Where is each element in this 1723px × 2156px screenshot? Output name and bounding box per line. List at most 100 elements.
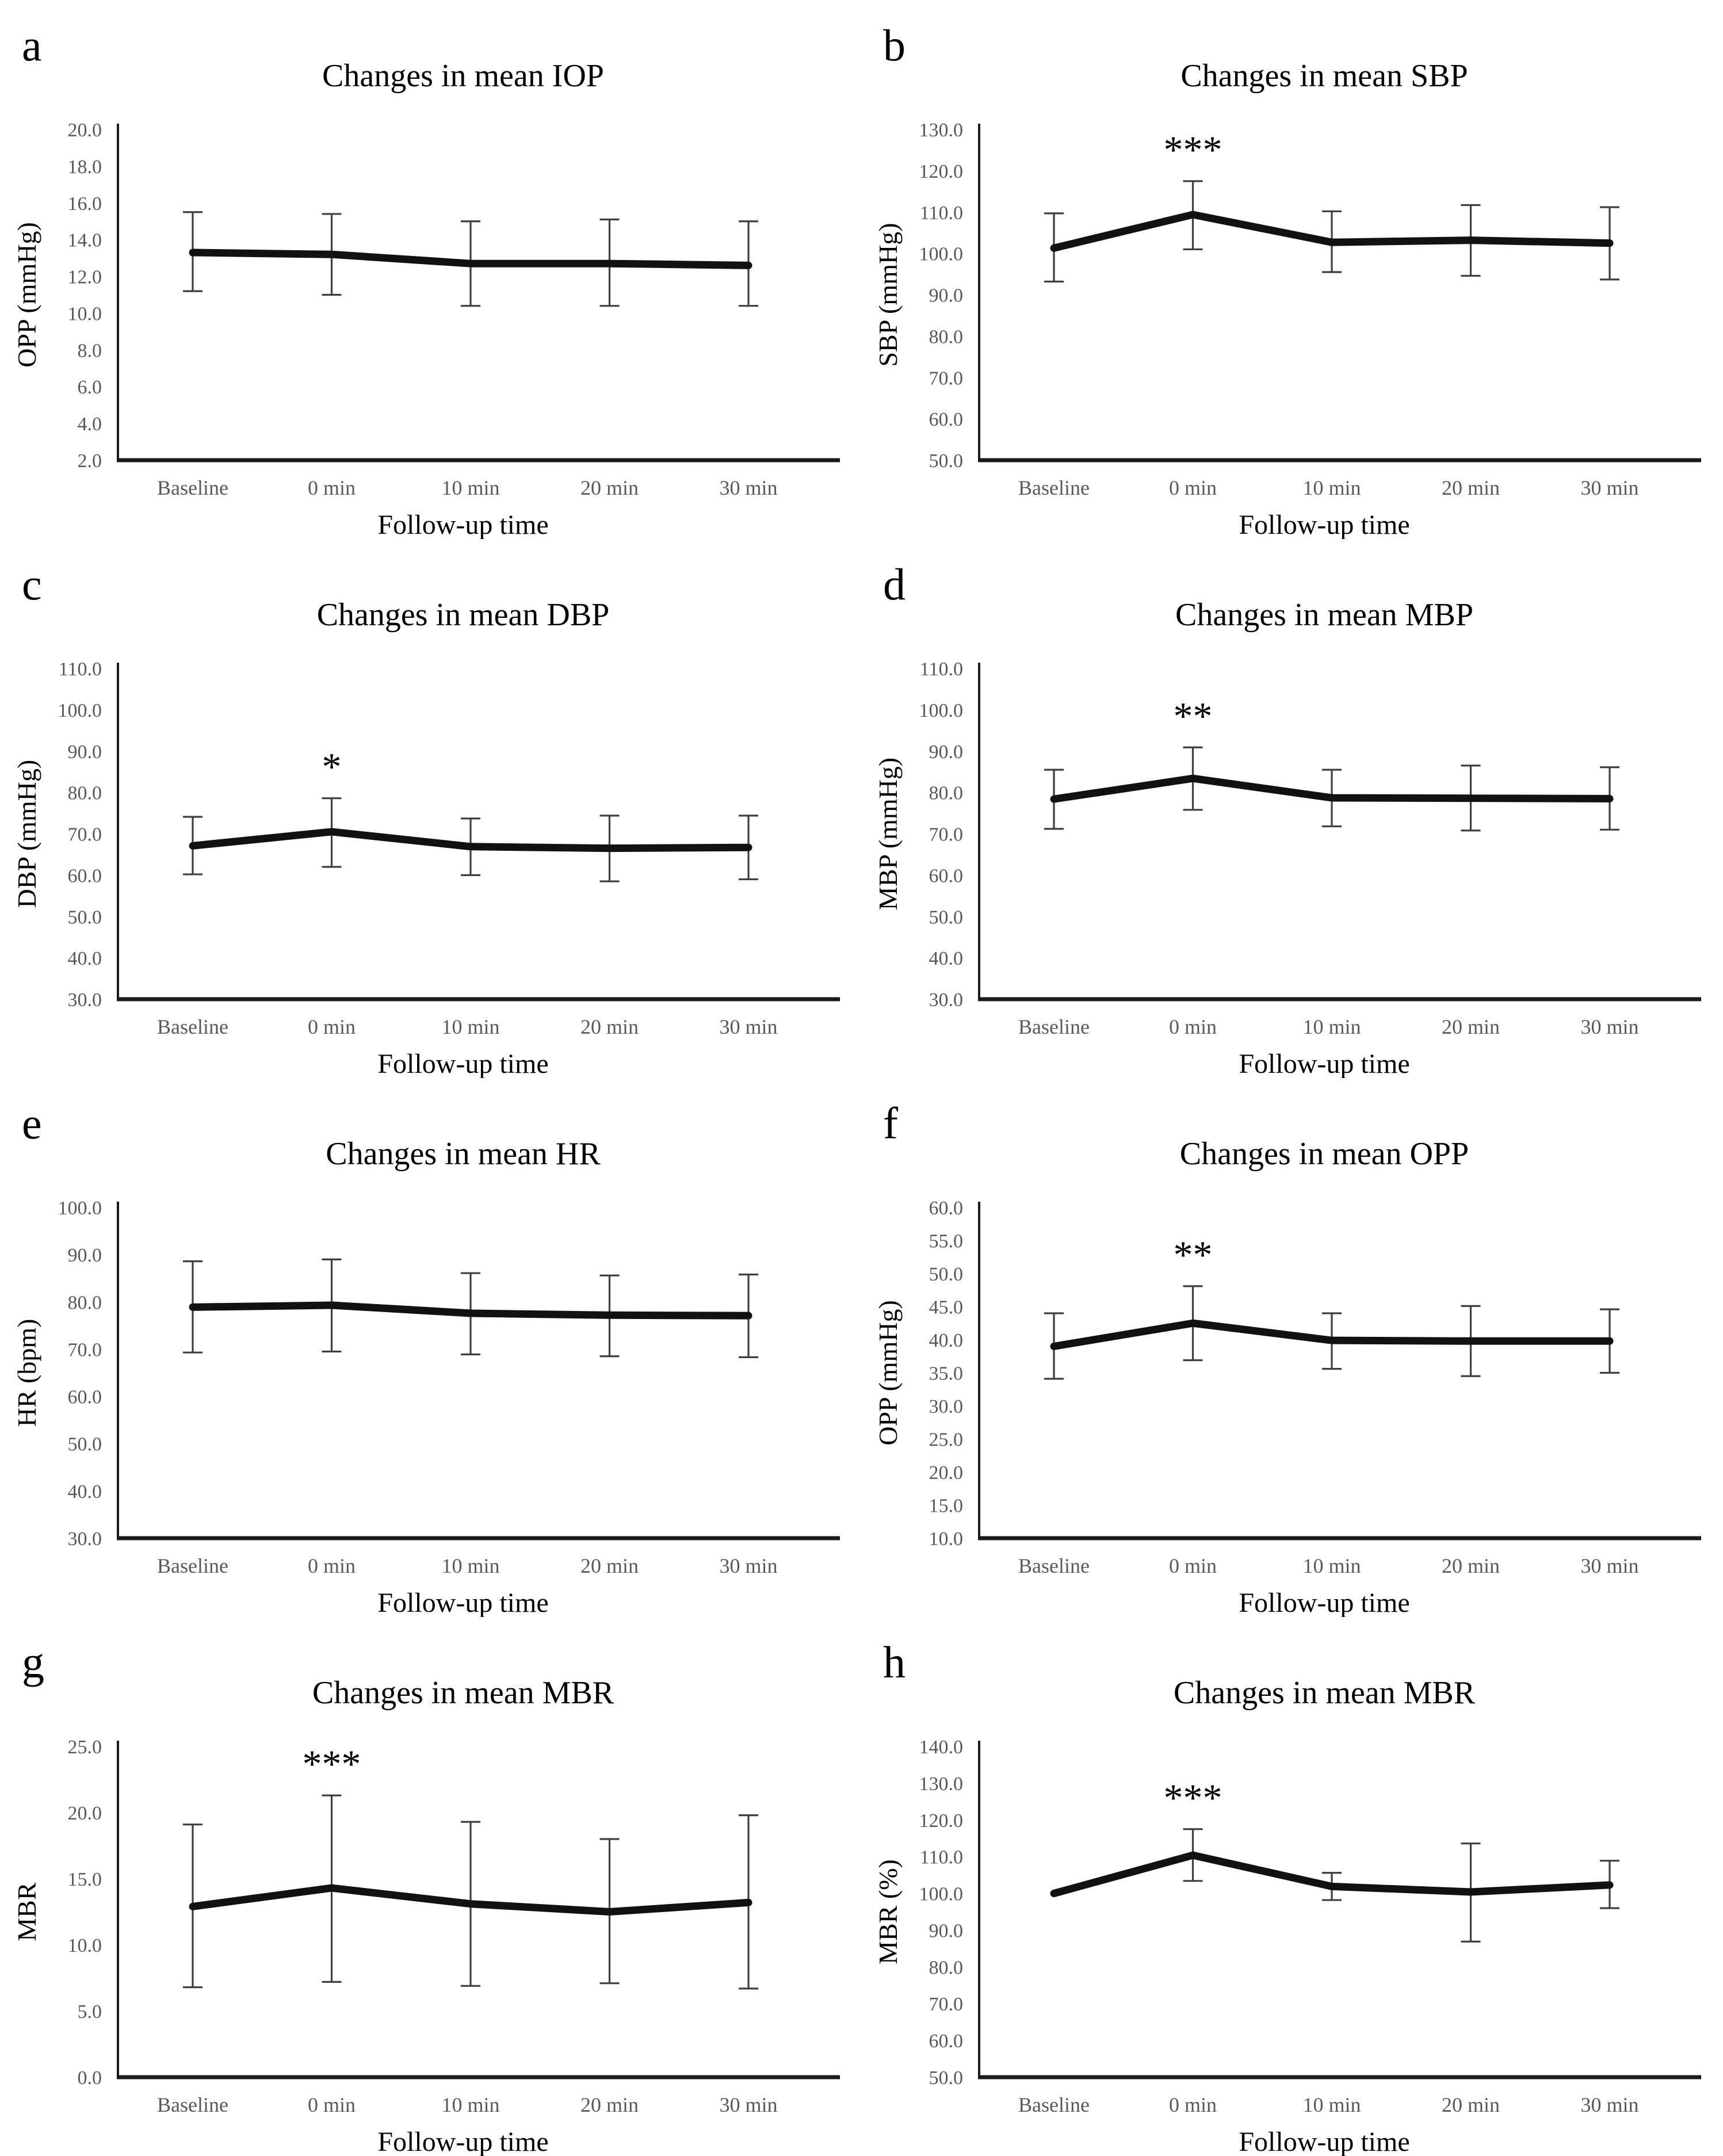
y-tick-label: 100.0 — [58, 700, 102, 721]
y-tick-label: 8.0 — [78, 340, 102, 361]
y-tick-label: 18.0 — [68, 156, 102, 178]
y-axis-label: MBR (%) — [873, 1859, 903, 1964]
significance-marker: ** — [1174, 694, 1213, 737]
x-category-label: 30 min — [1580, 1015, 1638, 1038]
y-tick-label: 2.0 — [78, 450, 102, 472]
y-tick-label: 80.0 — [68, 1292, 102, 1313]
x-category-label: Baseline — [157, 1554, 228, 1577]
y-tick-label: 55.0 — [929, 1231, 964, 1252]
y-tick-label: 60.0 — [929, 2031, 964, 2052]
x-category-label: 10 min — [441, 476, 499, 499]
x-category-label: 30 min — [719, 2093, 777, 2116]
x-category-label: 30 min — [719, 1554, 777, 1577]
y-tick-label: 120.0 — [919, 161, 964, 182]
x-category-label: 30 min — [1580, 1554, 1638, 1577]
x-category-label: Baseline — [1018, 1015, 1090, 1038]
y-tick-label: 40.0 — [68, 948, 102, 969]
data-line — [189, 828, 752, 853]
y-tick-label: 50.0 — [68, 1434, 102, 1455]
x-axis-label: Follow-up time — [377, 1049, 548, 1078]
x-axis-label: Follow-up time — [377, 510, 548, 539]
panel-letter: f — [883, 1098, 898, 1148]
y-tick-label: 90.0 — [68, 741, 102, 763]
y-tick-label: 60.0 — [929, 865, 964, 886]
y-tick-label: 10.0 — [68, 1935, 102, 1956]
y-tick-label: 130.0 — [919, 120, 964, 141]
data-line — [1050, 1319, 1614, 1350]
significance-marker: *** — [303, 1742, 361, 1786]
significance-marker: *** — [1164, 128, 1222, 171]
x-category-label: 10 min — [441, 1015, 499, 1038]
y-tick-label: 40.0 — [929, 1330, 964, 1351]
x-category-label: 10 min — [1302, 1554, 1361, 1577]
y-tick-label: 60.0 — [68, 865, 102, 886]
chart-title: Changes in mean IOP — [322, 58, 604, 94]
y-axis-label: DBP (mmHg) — [12, 760, 41, 908]
y-tick-label: 60.0 — [929, 1198, 964, 1219]
y-tick-label: 100.0 — [58, 1198, 102, 1219]
y-tick-label: 25.0 — [68, 1737, 102, 1758]
chart-canvas-c: c Changes in mean DBP 30.0 40.0 50.0 60.0 70.0… — [12, 559, 840, 1078]
x-category-label: 30 min — [1580, 476, 1638, 499]
y-tick-label: 30.0 — [68, 1528, 102, 1550]
chart-canvas-a: a Changes in mean IOP 2.0 4.0 6.0 8.0 10.0 12.0… — [12, 20, 840, 539]
y-tick-label: 120.0 — [919, 1810, 964, 1832]
y-tick-label: 14.0 — [68, 230, 102, 251]
chart-canvas-h: h Changes in mean MBR 50.0 60.0 70.0 80.0 90.0… — [873, 1637, 1701, 2156]
chart-canvas-b: b Changes in mean SBP 50.0 60.0 70.0 80.0 90.0… — [873, 20, 1701, 539]
chart-canvas-d: d Changes in mean MBP 30.0 40.0 50.0 60.0 70.0… — [873, 559, 1701, 1078]
y-tick-label: 35.0 — [929, 1363, 964, 1385]
y-tick-label: 90.0 — [68, 1245, 102, 1266]
y-tick-label: 80.0 — [929, 326, 964, 347]
significance-marker: *** — [1164, 1776, 1222, 1819]
y-tick-label: 70.0 — [929, 368, 964, 389]
panel-b: b Changes in mean SBP 50.0 60.0 70.0 80.0 90.0… — [861, 0, 1722, 539]
y-axis-label: SBP (mmHg) — [873, 223, 903, 366]
chart-title: Changes in mean MBR — [1174, 1675, 1476, 1711]
x-category-label: Baseline — [1018, 1554, 1090, 1577]
panel-letter: e — [22, 1098, 42, 1148]
x-category-label: 0 min — [308, 476, 356, 499]
y-tick-label: 80.0 — [929, 1957, 964, 1978]
x-category-label: 20 min — [580, 2093, 639, 2116]
x-category-label: Baseline — [157, 476, 228, 499]
y-tick-label: 100.0 — [919, 700, 964, 721]
x-category-label: Baseline — [157, 1015, 228, 1038]
y-tick-label: 10.0 — [929, 1528, 964, 1550]
x-category-label: 20 min — [580, 476, 639, 499]
x-category-label: 20 min — [580, 1015, 639, 1038]
chart-title: Changes in mean DBP — [317, 597, 610, 633]
y-tick-label: 15.0 — [929, 1496, 964, 1517]
x-category-label: 0 min — [1169, 1015, 1217, 1038]
y-tick-label: 5.0 — [78, 2001, 102, 2023]
data-line — [189, 249, 752, 269]
data-line — [1050, 211, 1614, 252]
chart-canvas-e: e Changes in mean HR 30.0 40.0 50.0 60.0 70.0 8… — [12, 1098, 840, 1617]
x-category-label: 20 min — [580, 1554, 639, 1577]
y-tick-label: 130.0 — [919, 1773, 964, 1795]
y-tick-label: 80.0 — [929, 783, 964, 804]
x-category-label: 0 min — [308, 1015, 356, 1038]
y-tick-label: 20.0 — [68, 120, 102, 141]
x-axis-label: Follow-up time — [1239, 2127, 1409, 2156]
y-tick-label: 90.0 — [929, 1920, 964, 1941]
panel-c: c Changes in mean DBP 30.0 40.0 50.0 60.0 70.0… — [0, 539, 861, 1078]
x-category-label: 20 min — [1442, 1015, 1500, 1038]
y-tick-label: 100.0 — [919, 244, 964, 265]
x-axis-label: Follow-up time — [1239, 510, 1409, 539]
y-tick-label: 30.0 — [68, 989, 102, 1011]
y-tick-label: 60.0 — [929, 409, 964, 430]
y-tick-label: 50.0 — [929, 450, 964, 472]
x-category-label: 0 min — [1169, 2093, 1217, 2116]
data-line — [1050, 774, 1614, 803]
x-category-label: Baseline — [157, 2093, 228, 2116]
y-tick-label: 16.0 — [68, 193, 102, 215]
y-tick-label: 90.0 — [929, 285, 964, 307]
y-tick-label: 100.0 — [919, 1884, 964, 1905]
x-axis-label: Follow-up time — [1239, 1049, 1409, 1078]
y-tick-label: 50.0 — [68, 907, 102, 928]
x-category-label: Baseline — [1018, 476, 1090, 499]
panel-f: f Changes in mean OPP 10.0 15.0 20.0 25.0 30.0… — [861, 1078, 1722, 1617]
significance-marker: * — [322, 745, 342, 789]
y-tick-label: 30.0 — [929, 989, 964, 1011]
